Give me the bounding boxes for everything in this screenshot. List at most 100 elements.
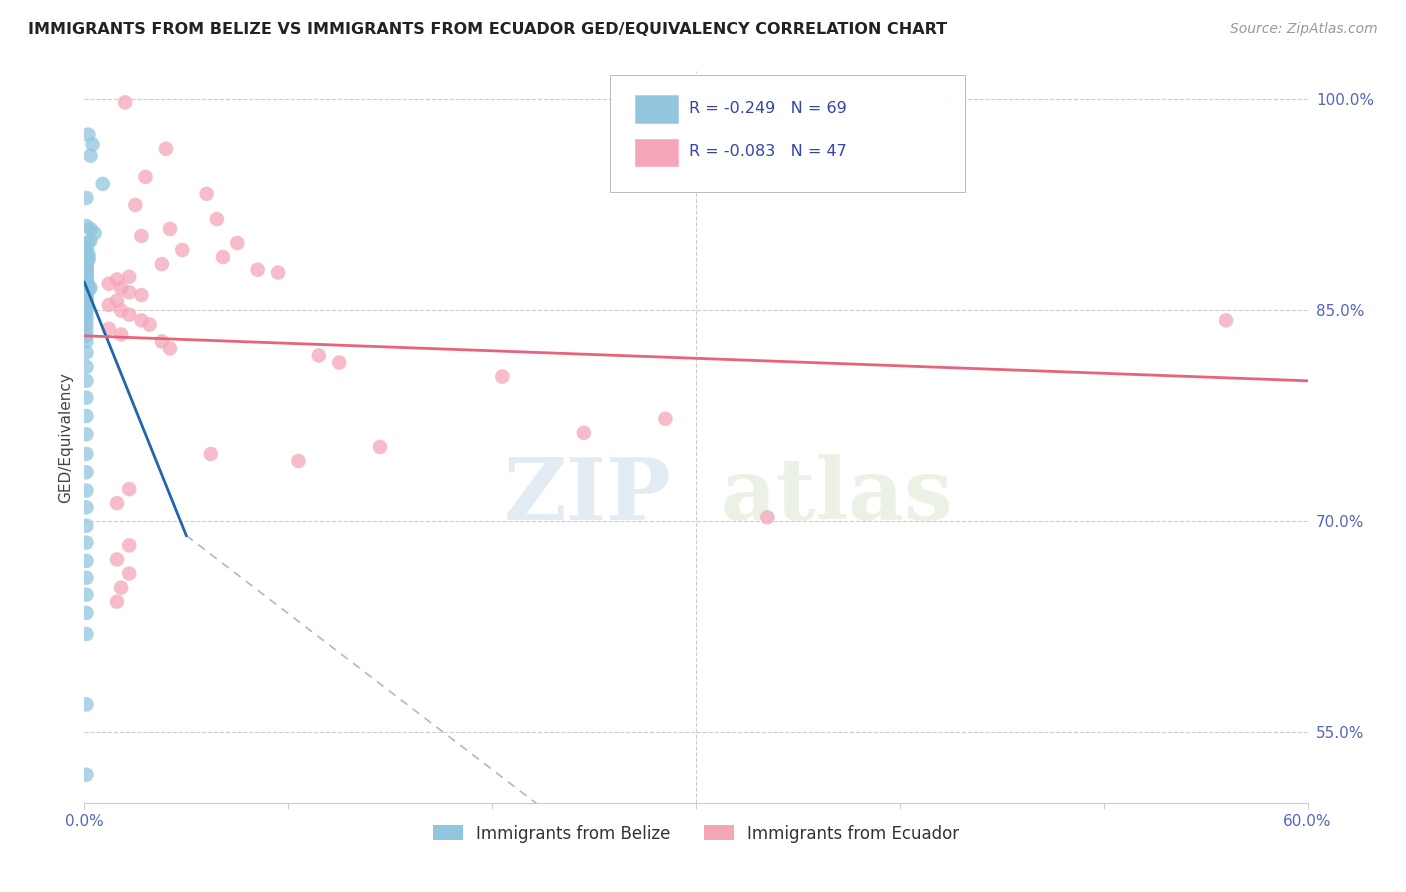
Point <box>118 269 141 284</box>
Point <box>75 500 97 515</box>
Point <box>75 391 97 405</box>
Point <box>110 303 132 318</box>
Point <box>75 299 97 313</box>
Point <box>75 447 97 461</box>
Point <box>75 588 97 602</box>
FancyBboxPatch shape <box>636 95 678 122</box>
Point <box>118 308 141 322</box>
Point <box>77 235 100 250</box>
Point <box>75 268 97 283</box>
Point <box>75 409 97 423</box>
Point <box>75 296 97 310</box>
Point <box>79 281 101 295</box>
Point <box>75 374 97 388</box>
Point <box>75 289 97 303</box>
Point <box>82 137 104 152</box>
Point <box>97 322 120 336</box>
Text: R = -0.249   N = 69: R = -0.249 N = 69 <box>689 101 846 116</box>
Point <box>75 271 97 285</box>
Point <box>205 212 228 227</box>
Point <box>150 257 173 271</box>
Point <box>75 274 97 288</box>
Point <box>118 482 141 496</box>
Point <box>287 454 309 468</box>
Point <box>75 277 97 291</box>
Point <box>105 496 128 510</box>
Point <box>246 262 269 277</box>
Point <box>368 440 391 454</box>
Point <box>75 627 97 641</box>
Point <box>308 349 330 363</box>
Point <box>75 554 97 568</box>
FancyBboxPatch shape <box>610 75 965 192</box>
Point <box>97 277 120 291</box>
Point <box>75 266 97 280</box>
Point <box>110 281 132 295</box>
Point <box>159 342 181 356</box>
Point <box>491 369 513 384</box>
Point <box>118 538 141 552</box>
Point <box>124 198 146 212</box>
Point <box>105 595 128 609</box>
Point <box>75 345 97 359</box>
Point <box>75 264 97 278</box>
Point <box>75 293 97 308</box>
Point <box>77 252 100 267</box>
Point <box>105 272 128 286</box>
Point <box>75 276 97 290</box>
Point <box>91 177 114 191</box>
Point <box>97 298 120 312</box>
Point <box>75 318 97 332</box>
Point <box>131 228 153 243</box>
Point <box>75 571 97 585</box>
Point <box>110 581 132 595</box>
Point <box>75 286 97 301</box>
Point <box>75 334 97 349</box>
Point <box>75 279 97 293</box>
Point <box>1215 313 1237 327</box>
Point <box>118 566 141 581</box>
Point <box>572 425 595 440</box>
Point <box>200 447 222 461</box>
FancyBboxPatch shape <box>636 138 678 167</box>
Legend: Immigrants from Belize, Immigrants from Ecuador: Immigrants from Belize, Immigrants from … <box>426 818 966 849</box>
Point <box>75 323 97 337</box>
Text: R = -0.083   N = 47: R = -0.083 N = 47 <box>689 145 846 160</box>
Point <box>131 313 153 327</box>
Point <box>75 303 97 318</box>
Point <box>159 222 181 236</box>
Point <box>75 427 97 442</box>
Point <box>75 288 97 302</box>
Point <box>110 327 132 342</box>
Point <box>75 465 97 479</box>
Point <box>77 278 100 293</box>
Point <box>77 282 100 296</box>
Point <box>75 606 97 620</box>
Text: atlas: atlas <box>720 454 953 538</box>
Point <box>328 355 350 369</box>
Point <box>79 233 101 247</box>
Point <box>654 412 676 426</box>
Point <box>75 262 97 277</box>
Point <box>75 267 97 281</box>
Point <box>195 186 218 201</box>
Point <box>77 250 100 264</box>
Point <box>75 312 97 326</box>
Point <box>83 226 105 240</box>
Point <box>79 149 101 163</box>
Point <box>79 222 101 236</box>
Point <box>75 240 97 254</box>
Text: ZIP: ZIP <box>503 454 672 538</box>
Point <box>77 128 100 142</box>
Point <box>150 334 173 349</box>
Point <box>138 318 160 332</box>
Text: IMMIGRANTS FROM BELIZE VS IMMIGRANTS FROM ECUADOR GED/EQUIVALENCY CORRELATION CH: IMMIGRANTS FROM BELIZE VS IMMIGRANTS FRO… <box>28 22 948 37</box>
Point <box>75 328 97 343</box>
Point <box>75 518 97 533</box>
Point <box>105 293 128 308</box>
Point <box>172 243 194 257</box>
Point <box>114 95 136 110</box>
Point <box>75 261 97 276</box>
Point <box>267 266 290 280</box>
Point <box>756 510 779 524</box>
